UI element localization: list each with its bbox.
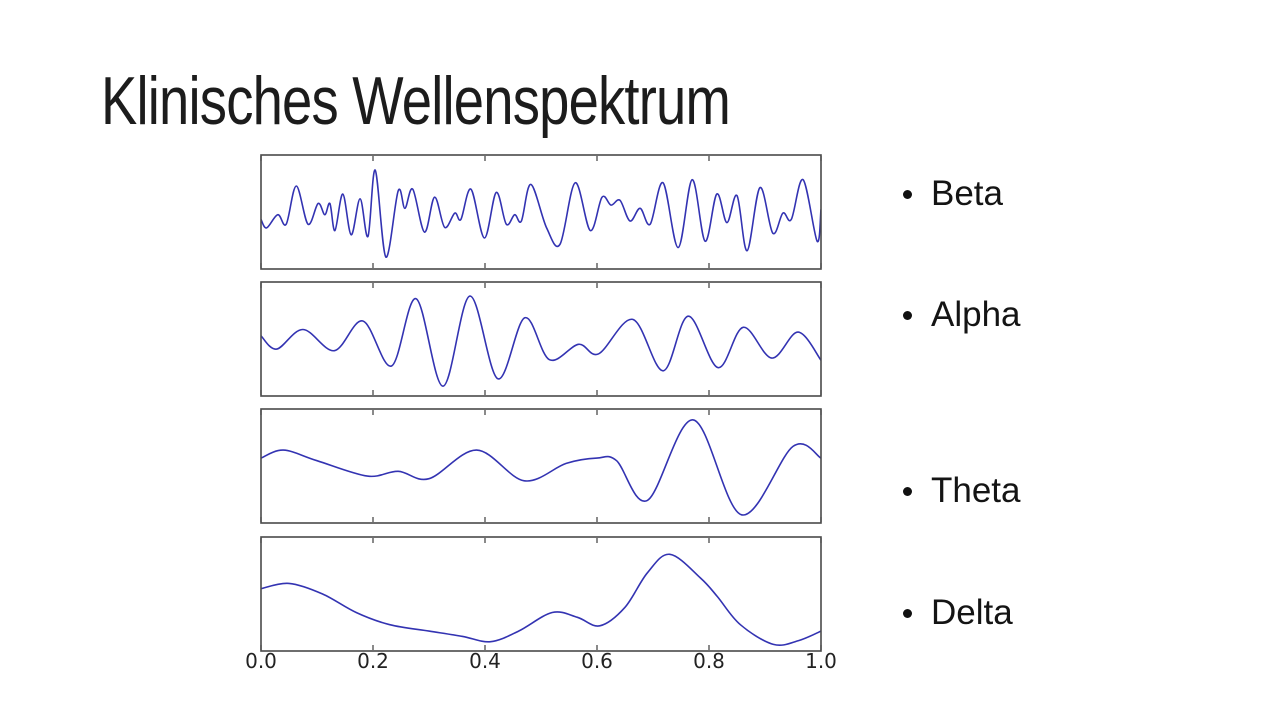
- waveform-beta: [261, 169, 821, 258]
- page-title: Klinisches Wellenspektrum: [101, 63, 731, 139]
- axes-alpha: [260, 281, 822, 397]
- axes-beta: [260, 154, 822, 270]
- bullet-label-beta: Beta: [931, 174, 1003, 213]
- axes-frame: [260, 536, 822, 652]
- x-tick-label: 1.0: [805, 649, 837, 673]
- axes-theta: [260, 408, 822, 524]
- bullet-label-alpha: Alpha: [931, 295, 1021, 334]
- axes-background: [261, 282, 821, 396]
- bullet-dot-icon: [903, 608, 912, 618]
- waveform-delta: [261, 553, 821, 647]
- x-tick-label: 0.8: [693, 649, 725, 673]
- waveform-alpha: [261, 295, 821, 388]
- bullet-dot-icon: [903, 310, 912, 320]
- x-tick-label: 0.6: [581, 649, 613, 673]
- waveform-theta: [261, 419, 821, 516]
- x-tick-label: 0.0: [245, 649, 277, 673]
- x-tick-label: 0.2: [357, 649, 389, 673]
- bullet-item-beta: Beta: [903, 173, 1003, 215]
- x-tick-label: 0.4: [469, 649, 501, 673]
- bullet-item-delta: Delta: [903, 592, 1013, 634]
- bullet-item-alpha: Alpha: [903, 294, 1021, 336]
- axes-background: [261, 537, 821, 651]
- bullet-item-theta: Theta: [903, 470, 1021, 512]
- axes-frame: [260, 154, 822, 270]
- bullet-dot-icon: [903, 486, 912, 496]
- axes-delta: 0.0 0.2 0.4 0.6 0.8 1.0: [245, 536, 837, 673]
- axes-background: [261, 409, 821, 523]
- axes-frame: [260, 281, 822, 397]
- bullet-label-theta: Theta: [931, 471, 1021, 510]
- bullet-dot-icon: [903, 189, 912, 199]
- bullet-label-delta: Delta: [931, 593, 1013, 632]
- axes-frame: [260, 408, 822, 524]
